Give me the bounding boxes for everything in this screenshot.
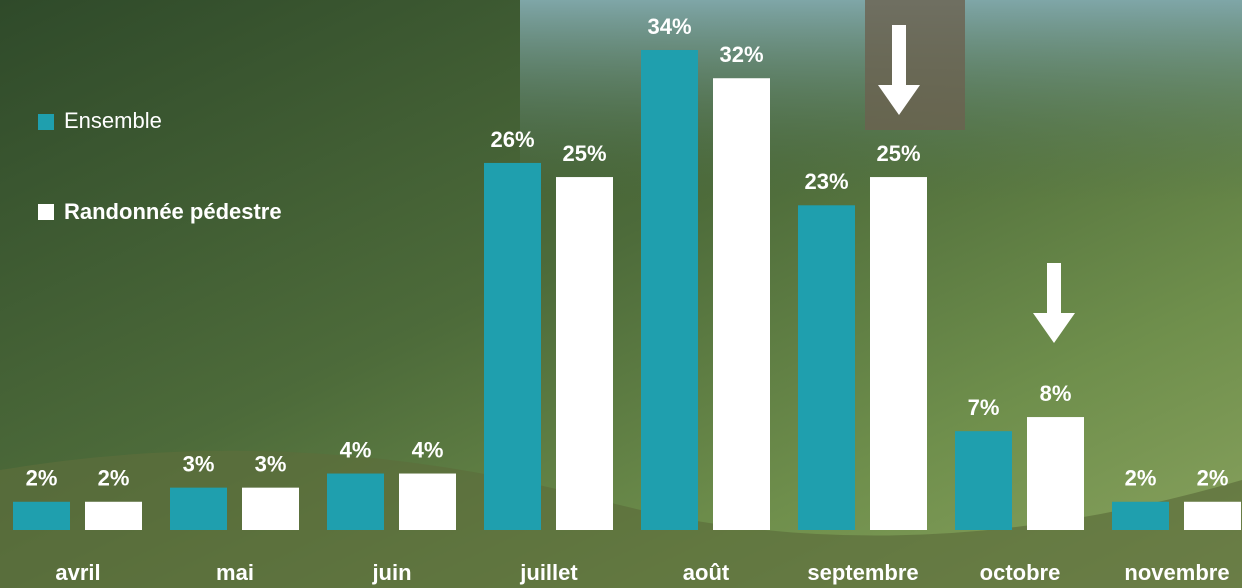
bar (242, 487, 299, 530)
value-label: 26% (490, 127, 534, 152)
bar (641, 50, 698, 530)
arrow (878, 25, 920, 115)
value-label: 23% (804, 169, 848, 194)
value-label: 8% (1040, 381, 1072, 406)
x-tick-label: mai (216, 560, 254, 585)
x-tick-label: octobre (980, 560, 1061, 585)
value-label: 2% (98, 466, 130, 491)
bar (170, 487, 227, 530)
value-label: 2% (26, 466, 58, 491)
legend-swatch (38, 204, 54, 220)
x-tick-label: juin (371, 560, 411, 585)
legend-label: Randonnée pédestre (64, 199, 282, 224)
value-label: 7% (968, 395, 1000, 420)
bar (1112, 501, 1169, 530)
bar (484, 162, 541, 531)
value-label: 2% (1125, 466, 1157, 491)
bar (870, 177, 927, 530)
legend: Ensemble Randonnée pédestre (38, 108, 282, 224)
bar (955, 431, 1012, 530)
background-ground (0, 450, 1242, 588)
value-label: 34% (647, 14, 691, 39)
bar (798, 205, 855, 530)
bar (85, 501, 142, 530)
x-tick-label: juillet (519, 560, 578, 585)
bar (399, 473, 456, 530)
value-label: 3% (255, 451, 287, 476)
value-label: 2% (1197, 466, 1229, 491)
bar (13, 501, 70, 530)
bar (1027, 417, 1084, 530)
x-tick-label: novembre (1124, 560, 1229, 585)
value-label: 4% (412, 437, 444, 462)
value-label: 32% (719, 42, 763, 67)
value-label: 25% (876, 141, 920, 166)
legend-label: Ensemble (64, 108, 162, 133)
bar (713, 78, 770, 530)
bar (556, 177, 613, 530)
value-label: 4% (340, 437, 372, 462)
x-tick-label: septembre (807, 560, 918, 585)
bar (327, 473, 384, 530)
value-label: 3% (183, 451, 215, 476)
background-tower (865, 0, 965, 130)
bar (1184, 501, 1241, 530)
arrow (1033, 263, 1075, 343)
x-tick-label: avril (55, 560, 100, 585)
x-tick-label: août (683, 560, 730, 585)
legend-swatch (38, 114, 54, 130)
value-label: 25% (562, 141, 606, 166)
